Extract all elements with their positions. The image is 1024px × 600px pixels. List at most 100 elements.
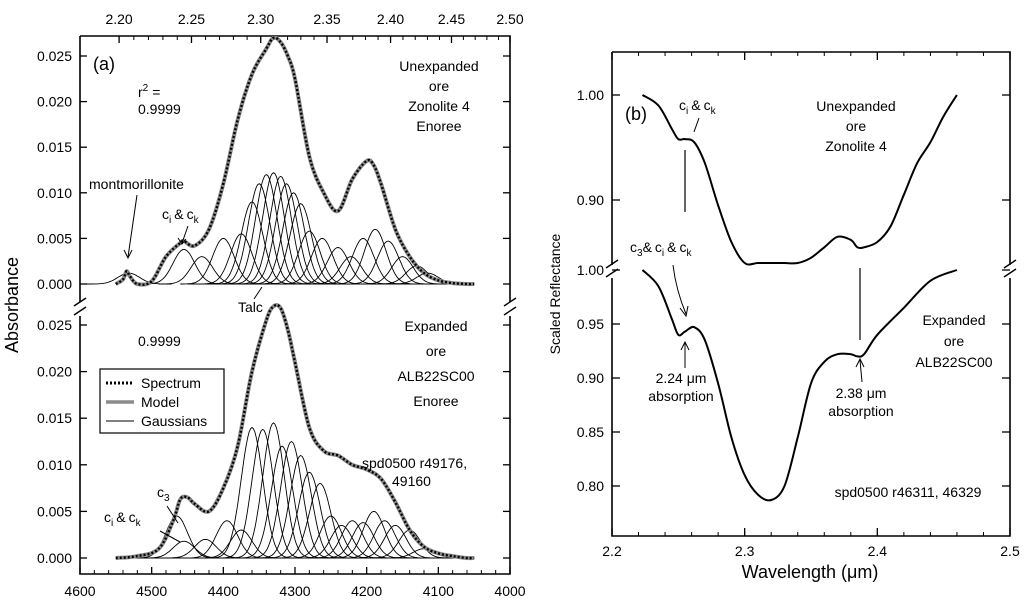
gaussian-component (183, 520, 270, 559)
a-top-tick-label: 2.35 (313, 11, 340, 27)
panel-a: 2.20 2.25 2.30 2.35 2.40 2.45 2.50 4600 4500 440… (2, 11, 526, 599)
lower-sample-title: Expanded ore ALB22SC00 Enoree (397, 318, 474, 409)
b-y-tick-label: 0.90 (577, 370, 604, 386)
b-lower-title: Expanded ore ALB22SC00 (915, 312, 992, 370)
gaussian-component (209, 201, 295, 285)
gaussian-component (287, 515, 374, 559)
legend-gaussians-label: Gaussians (141, 413, 207, 429)
a-bottom-tick-label: 4600 (64, 583, 95, 599)
panel-a-lower-gaussians (115, 422, 475, 559)
a-bottom-tick-label: 4300 (279, 583, 310, 599)
lower-spec-ref-2: 49160 (392, 473, 431, 489)
gaussian-component (345, 240, 432, 285)
a-top-tick-label: 2.20 (105, 11, 132, 27)
b-lower-title-2: ore (944, 333, 964, 349)
panel-a-y-axis-lower: 0.025 0.020 0.015 0.010 0.005 0.000 (37, 317, 510, 566)
b-y-tick-label: 1.00 (577, 87, 604, 103)
gaussian-component (239, 445, 326, 559)
c3-arrow (166, 505, 179, 524)
a-y-tick-label: 0.000 (37, 550, 72, 566)
a-y-tick-label: 0.020 (37, 94, 72, 110)
b-y-tick-label: 0.90 (577, 192, 604, 208)
lower-title-line-2: ore (426, 343, 446, 359)
b-224-label-2: absorption (648, 388, 713, 404)
upper-r2-label: r2 = (138, 83, 160, 100)
b-y-tick-label: 0.95 (577, 316, 604, 332)
talc-arrow (253, 286, 263, 300)
a-bottom-tick-label: 4500 (136, 583, 167, 599)
a-bottom-tick-label: 4000 (494, 583, 525, 599)
b-lower-c3-arrow (672, 264, 687, 315)
c3-label: c3 (157, 484, 170, 504)
upper-title-line-2: ore (429, 78, 449, 94)
b-upper-title: Unexpanded ore Zonolite 4 (816, 98, 895, 154)
a-top-tick-label: 2.30 (247, 11, 274, 27)
montmorillonite-arrow (127, 194, 138, 258)
panel-b-spectra (641, 94, 958, 502)
gaussian-component (237, 175, 324, 285)
gaussian-component (279, 237, 366, 285)
gaussian-component (257, 454, 344, 559)
a-bottom-tick-label: 4400 (208, 583, 239, 599)
legend-model-label: Model (141, 394, 179, 410)
panel-b-label: (b) (625, 104, 647, 124)
gaussian-component (266, 230, 353, 285)
gaussian-component (162, 538, 249, 559)
panel-b-y-axis-upper: 1.00 0.90 (577, 87, 1010, 208)
gaussian-component (216, 183, 303, 285)
b-y-tick-label: 0.85 (577, 424, 604, 440)
a-y-tick-label: 0.015 (37, 139, 72, 155)
upper-ci-ck-arrow (181, 225, 189, 244)
b-238-label-1: 2.38 μm (836, 385, 887, 401)
b-lower-c3-arrowhead (679, 305, 689, 318)
a-top-tick-label: 2.25 (178, 11, 205, 27)
a-top-tick-label: 2.40 (377, 11, 404, 27)
a-y-tick-label: 0.025 (37, 317, 72, 333)
gaussian-component (223, 174, 310, 285)
a-top-tick-label: 2.50 (496, 11, 523, 27)
lower-spec-ref-1: spd0500 r49176, (362, 455, 467, 471)
a-top-tick-label: 2.45 (438, 11, 465, 27)
b-upper-title-2: ore (846, 118, 866, 134)
panel-a-axis-breaks (73, 297, 517, 316)
gaussian-component (320, 522, 407, 559)
b-238-arrow (859, 359, 863, 383)
lower-ci-ck-label: ci & ck (104, 509, 142, 529)
a-y-tick-label: 0.020 (37, 364, 72, 380)
upper-title-line-4: Enoree (416, 118, 461, 134)
b-224-label-1: 2.24 μm (656, 370, 707, 386)
a-y-tick-label: 0.010 (37, 185, 72, 201)
gaussian-component (230, 422, 317, 559)
reflectance-line-upper (641, 94, 958, 266)
panel-a-spectra (114, 36, 475, 561)
legend: Spectrum Model Gaussians (99, 368, 225, 434)
a-y-tick-label: 0.005 (37, 230, 72, 246)
panel-b-y-axis-lower: 1.00 0.95 0.90 0.85 0.80 (577, 262, 1010, 494)
a-y-tick-label: 0.005 (37, 503, 72, 519)
talc-label: Talc (238, 299, 263, 315)
panel-a-top-axis: 2.20 2.25 2.30 2.35 2.40 2.45 2.50 (105, 11, 524, 43)
b-upper-title-1: Unexpanded (816, 98, 895, 114)
b-lower-c3-ci-ck-label: c3& ci & ck (630, 239, 692, 259)
panel-b-axis-breaks (605, 259, 1017, 278)
upper-title-line-3: Zonolite 4 (408, 98, 470, 114)
gaussian-component (359, 256, 446, 285)
montmorillonite-arrowhead (123, 249, 133, 260)
a-bottom-tick-label: 4200 (351, 583, 382, 599)
lower-title-line-4: Enoree (413, 393, 458, 409)
gaussian-component (219, 428, 306, 559)
panel-b-frame (611, 51, 1011, 537)
panel-b-x-axis: 2.2 2.3 2.4 2.5 (602, 52, 1020, 559)
b-y-tick-label: 0.80 (577, 478, 604, 494)
b-spec-ref: spd0500 r46311, 46329 (835, 484, 982, 500)
a-y-tick-label: 0.010 (37, 457, 72, 473)
b-lower-title-1: Expanded (922, 312, 985, 328)
gaussian-component (307, 256, 394, 285)
upper-ci-ck-label: ci & ck (162, 206, 200, 226)
b-upper-ci-ck-label: ci & ck (679, 97, 717, 117)
gaussian-component (295, 247, 381, 285)
gaussian-component (277, 482, 364, 559)
gaussian-component (257, 203, 344, 285)
b-lower-title-3: ALB22SC00 (915, 354, 992, 370)
